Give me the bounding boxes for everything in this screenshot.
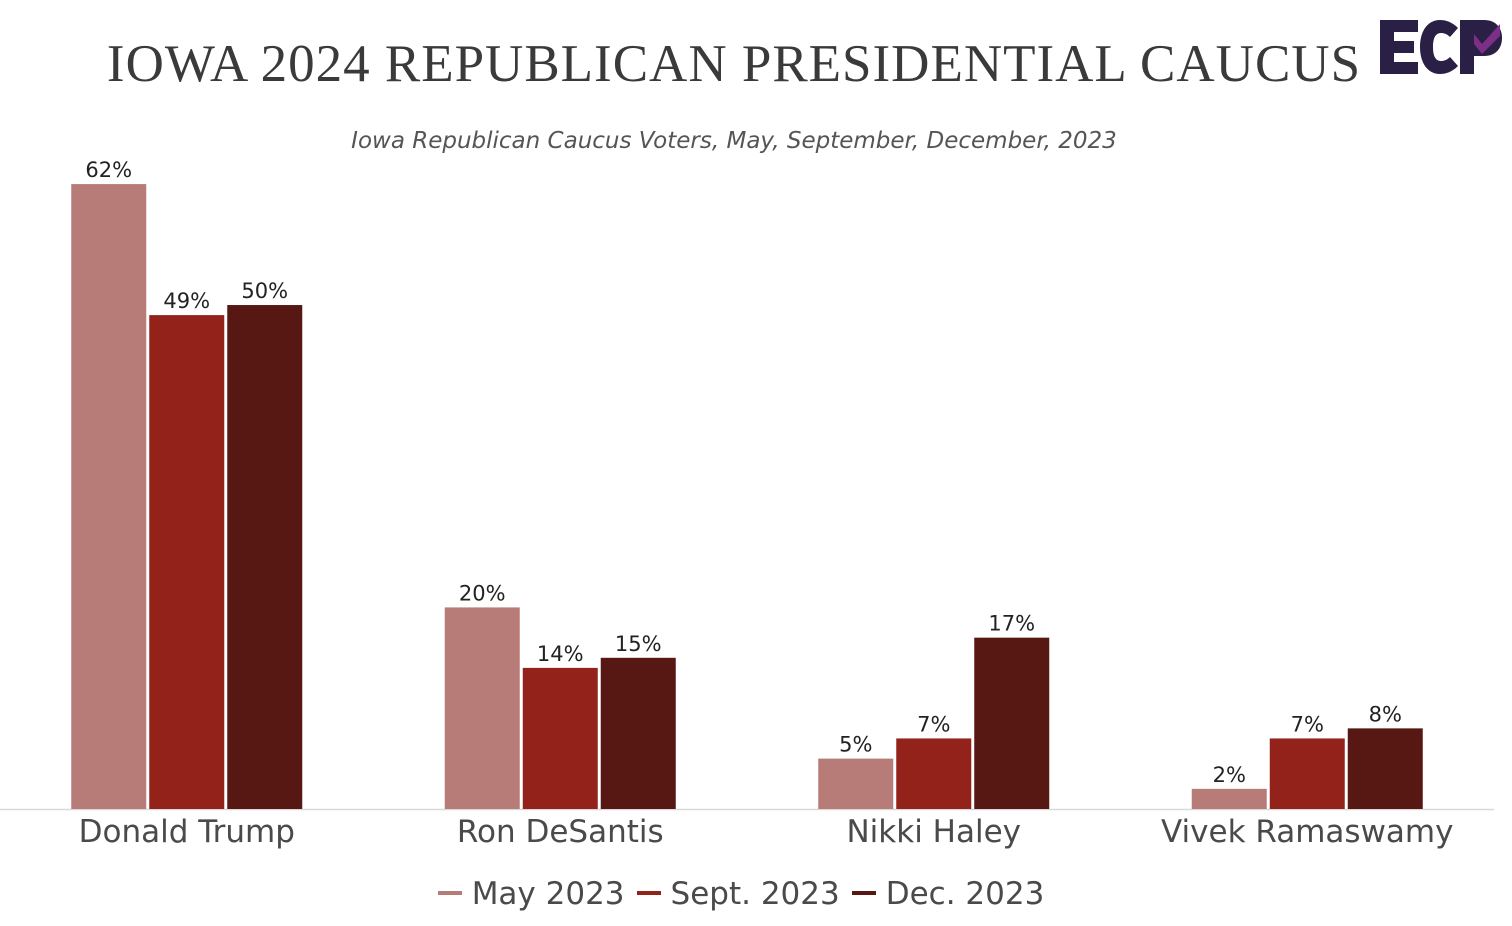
legend-item: May 2023	[437, 876, 625, 912]
data-label: 8%	[1369, 702, 1402, 726]
ecp-logo-mark	[1380, 20, 1502, 74]
logo-letter-e	[1380, 20, 1418, 74]
chart-title: IOWA 2024 REPUBLICAN PRESIDENTIAL CAUCUS	[106, 35, 1362, 93]
data-label: 7%	[917, 712, 950, 736]
legend-swatch	[636, 890, 661, 895]
data-label: 5%	[839, 733, 872, 757]
bar	[1191, 788, 1267, 809]
bar	[1347, 728, 1423, 809]
legend-item: Dec. 2023	[851, 876, 1045, 912]
legend-label: May 2023	[471, 876, 625, 912]
legend-label: Dec. 2023	[885, 876, 1045, 912]
data-label: 2%	[1213, 763, 1246, 787]
logo-letter-c	[1420, 20, 1458, 74]
bar	[227, 305, 303, 809]
bar	[71, 184, 147, 810]
data-label: 15%	[615, 632, 662, 656]
category-label: Vivek Ramaswamy	[1161, 814, 1453, 850]
data-label: 7%	[1291, 712, 1324, 736]
bar	[600, 657, 676, 809]
data-label: 14%	[537, 642, 584, 666]
ecp-logo	[1378, 16, 1504, 83]
bar	[444, 607, 520, 809]
bar	[896, 738, 972, 809]
legend: May 2023 Sept. 2023 Dec. 2023	[0, 876, 1482, 912]
data-label: 20%	[459, 581, 506, 605]
chart-subtitle: Iowa Republican Caucus Voters, May, Sept…	[351, 128, 1117, 154]
legend-label: Sept. 2023	[670, 876, 840, 912]
bar	[149, 315, 225, 809]
data-label: 17%	[988, 612, 1035, 636]
legend-swatch	[437, 890, 462, 895]
category-label: Ron DeSantis	[457, 814, 664, 850]
category-label: Nikki Haley	[846, 814, 1021, 850]
data-label: 49%	[163, 289, 210, 313]
data-label: 62%	[85, 158, 132, 182]
bar	[974, 637, 1050, 809]
logo-checkmark	[1474, 24, 1500, 54]
legend-item: Sept. 2023	[636, 876, 840, 912]
legend-swatch	[851, 890, 876, 895]
bar	[1269, 738, 1345, 809]
data-label: 50%	[241, 279, 288, 303]
bar	[818, 758, 894, 809]
category-label: Donald Trump	[79, 814, 295, 850]
bar	[522, 667, 598, 809]
